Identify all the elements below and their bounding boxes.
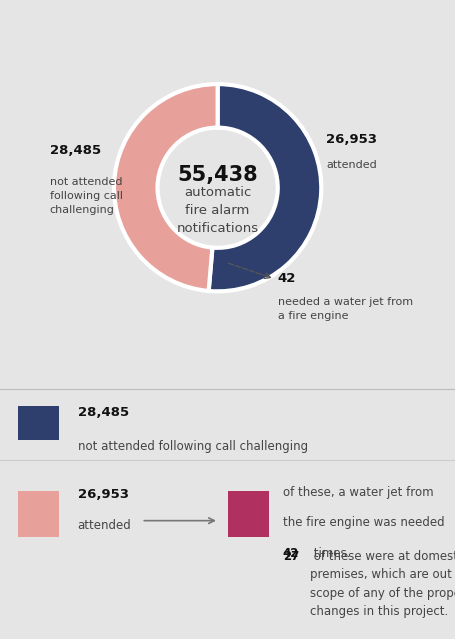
Text: fire alarm: fire alarm	[185, 204, 249, 217]
Bar	[18, 491, 59, 537]
Text: not attended
following call
challenging: not attended following call challenging	[50, 178, 122, 215]
Text: needed a water jet from
a fire engine: needed a water jet from a fire engine	[277, 296, 412, 321]
Text: 26,953: 26,953	[77, 488, 128, 501]
Bar	[18, 406, 59, 440]
Wedge shape	[114, 84, 217, 291]
Text: 42: 42	[282, 547, 298, 560]
Text: not attended following call challenging: not attended following call challenging	[77, 440, 307, 452]
Text: of these, a water jet from: of these, a water jet from	[282, 486, 432, 498]
Text: 28,485: 28,485	[50, 144, 101, 157]
Bar	[228, 491, 268, 537]
Text: 28,485: 28,485	[77, 406, 128, 419]
Text: notifications: notifications	[176, 222, 258, 235]
Text: attended: attended	[77, 519, 131, 532]
Text: 27: 27	[282, 550, 298, 562]
Text: of these were at domestic
premises, which are out of
scope of any of the propose: of these were at domestic premises, whic…	[309, 550, 455, 618]
Text: 55,438: 55,438	[177, 166, 258, 185]
Wedge shape	[208, 84, 321, 291]
Text: 26,953: 26,953	[326, 134, 377, 146]
Text: automatic: automatic	[183, 187, 251, 199]
Text: times.: times.	[309, 547, 350, 560]
Text: the fire engine was needed: the fire engine was needed	[282, 516, 443, 529]
Text: 42: 42	[277, 272, 295, 286]
Text: attended: attended	[326, 160, 376, 170]
